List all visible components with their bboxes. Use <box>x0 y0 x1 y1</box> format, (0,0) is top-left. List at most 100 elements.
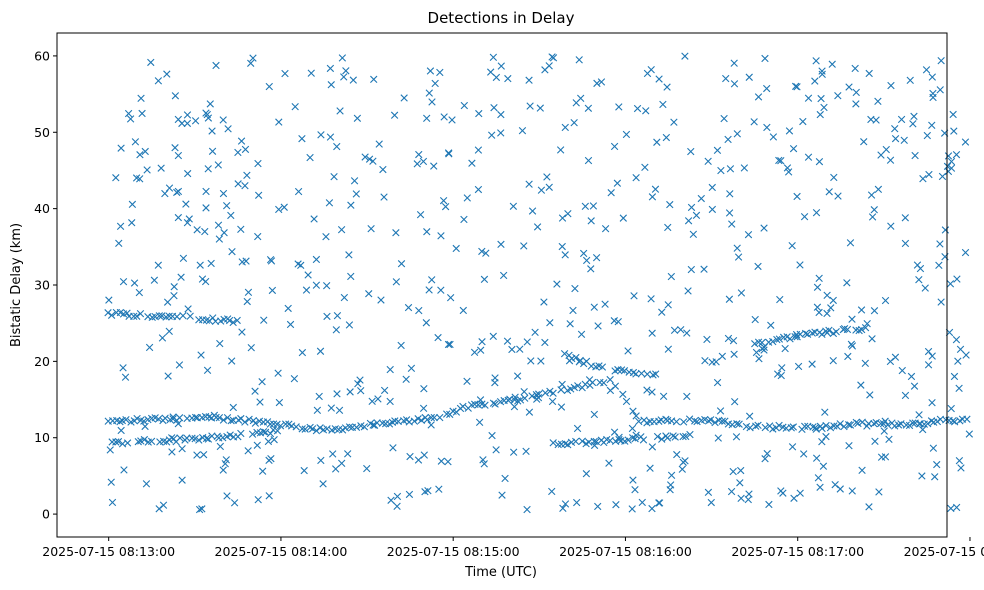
data-point <box>281 69 289 78</box>
data-point <box>165 184 174 192</box>
data-point <box>183 119 192 128</box>
data-point <box>641 163 649 172</box>
data-point <box>924 347 933 356</box>
data-point <box>761 423 769 432</box>
data-point <box>828 60 836 68</box>
data-point <box>133 312 141 320</box>
data-point <box>497 129 505 137</box>
data-point <box>142 480 151 488</box>
data-point <box>664 301 672 309</box>
data-point <box>419 404 428 412</box>
data-point <box>350 177 359 185</box>
data-point <box>406 452 414 461</box>
y-tick-label: 50 <box>34 125 50 140</box>
data-point <box>243 171 251 179</box>
data-point <box>929 93 937 102</box>
data-point <box>955 384 963 392</box>
data-point <box>375 140 383 148</box>
data-point <box>901 214 909 222</box>
data-point <box>607 189 615 197</box>
data-point <box>788 443 797 451</box>
data-point <box>335 406 344 415</box>
data-point <box>804 153 813 161</box>
data-point <box>597 78 606 86</box>
data-point <box>931 473 939 481</box>
data-point <box>448 116 456 124</box>
data-point <box>179 254 188 263</box>
data-point <box>141 422 149 431</box>
data-point <box>347 201 355 209</box>
data-point <box>952 150 961 159</box>
data-point <box>910 382 919 390</box>
data-point <box>703 335 711 344</box>
data-point <box>605 459 613 467</box>
data-point <box>233 316 241 325</box>
data-point <box>332 326 341 334</box>
data-point <box>913 261 922 269</box>
data-point <box>829 296 837 305</box>
data-point <box>436 413 444 422</box>
data-point <box>345 423 354 431</box>
data-point <box>158 312 166 320</box>
data-point <box>537 357 545 365</box>
data-point <box>353 114 362 122</box>
data-point <box>459 306 468 315</box>
data-point <box>834 192 842 200</box>
data-point <box>531 328 539 337</box>
data-point <box>937 56 945 65</box>
data-point <box>891 125 899 133</box>
data-point <box>513 372 522 380</box>
data-point <box>387 496 395 504</box>
data-point <box>489 53 498 61</box>
data-point <box>533 223 542 231</box>
data-point <box>214 161 223 169</box>
data-point <box>254 496 262 504</box>
data-point <box>915 411 923 419</box>
data-point <box>393 492 402 501</box>
data-point <box>877 419 885 428</box>
data-point <box>579 249 588 258</box>
data-point <box>416 210 425 219</box>
data-point <box>161 189 169 198</box>
data-point <box>497 240 505 249</box>
data-point <box>615 103 623 111</box>
data-point <box>707 498 715 507</box>
data-point <box>171 144 179 152</box>
data-point <box>793 192 801 201</box>
data-point <box>624 347 632 355</box>
data-point <box>541 338 549 347</box>
data-point <box>275 205 283 214</box>
data-point <box>827 304 835 312</box>
data-point <box>175 361 184 369</box>
data-point <box>808 329 816 337</box>
data-point <box>801 329 810 338</box>
x-tick-label: 2025-07-15 08:14:00 <box>215 544 348 559</box>
data-point <box>666 481 675 489</box>
data-point <box>549 439 557 447</box>
data-point <box>733 130 741 138</box>
data-point <box>947 504 955 513</box>
data-point <box>201 277 210 286</box>
data-point <box>325 199 334 207</box>
data-point <box>518 126 527 135</box>
data-point <box>198 505 206 513</box>
data-point <box>813 303 822 311</box>
data-point <box>431 79 439 88</box>
data-point <box>241 181 249 190</box>
data-point <box>933 460 941 469</box>
data-point <box>725 295 734 303</box>
data-point <box>852 100 860 108</box>
data-point <box>163 70 171 78</box>
data-point <box>633 104 642 113</box>
data-point <box>812 425 820 433</box>
data-point <box>204 165 212 173</box>
data-point <box>340 293 349 302</box>
data-point <box>648 193 657 201</box>
data-point <box>667 272 676 281</box>
data-point <box>521 394 529 402</box>
data-point <box>124 109 133 118</box>
data-point <box>273 427 282 435</box>
data-point <box>313 406 322 415</box>
data-point <box>183 218 192 227</box>
